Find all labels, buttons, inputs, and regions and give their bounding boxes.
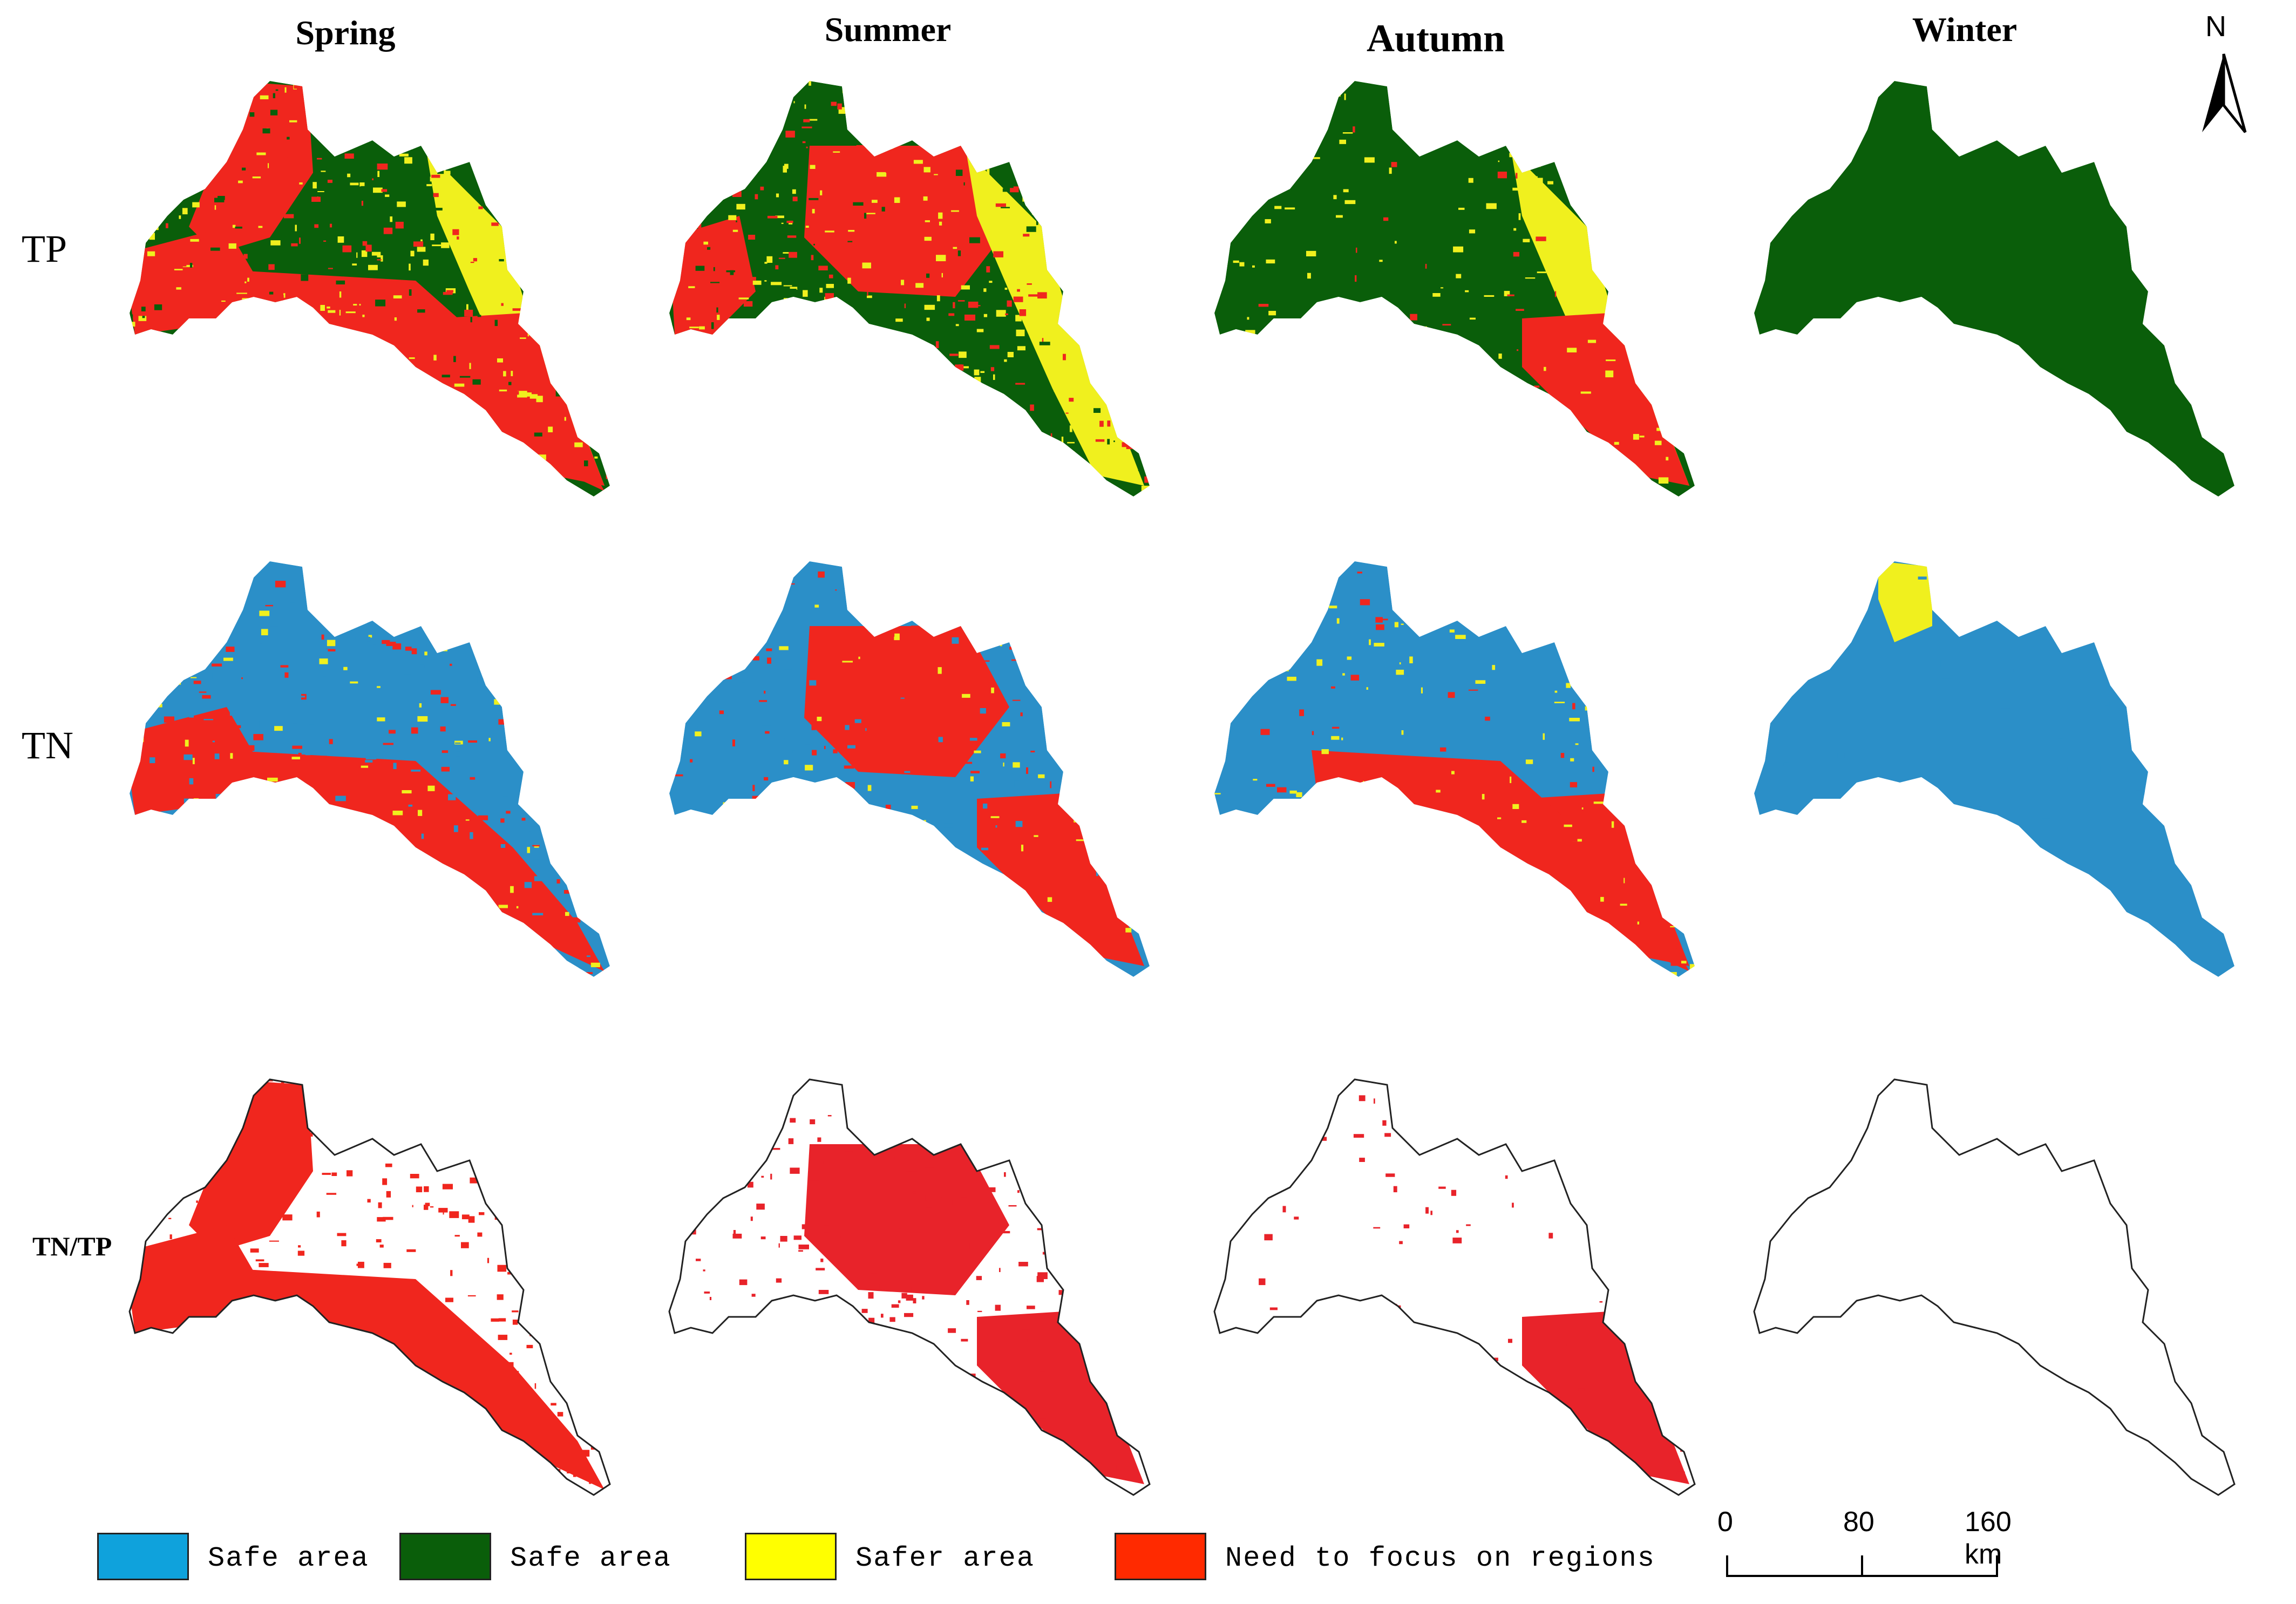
scale-bar: 0 80 160 km — [1700, 1506, 2012, 1587]
map-fill — [669, 561, 1150, 977]
map-fill — [1214, 1079, 1695, 1495]
map-zone-southeast — [1522, 313, 1689, 486]
map-tn-tp-winter — [1753, 1078, 2236, 1496]
basin-outline — [668, 1078, 1151, 1496]
map-tn-autumn — [1214, 561, 1695, 977]
row-label-tp: TP — [22, 227, 67, 270]
legend-swatch-red — [1115, 1533, 1206, 1580]
map-tn-tp-autumn — [1213, 1078, 1696, 1496]
map-tp-autumn — [1214, 81, 1695, 497]
north-arrow-icon — [2202, 53, 2247, 133]
map-tn-summer — [669, 561, 1150, 977]
map-fill — [669, 81, 1150, 497]
map-zone-center — [804, 626, 1009, 777]
legend-label: Safe area — [208, 1542, 369, 1574]
legend-swatch-blue — [97, 1533, 189, 1580]
map-tn-winter — [1754, 561, 2234, 977]
map-fill — [1214, 81, 1695, 497]
row-label-tn: TN — [22, 724, 73, 767]
map-zone-southeast — [977, 793, 1144, 966]
map-fill — [130, 561, 610, 977]
map-zone-east — [966, 151, 1144, 486]
column-title-winter: Winter — [1912, 10, 2018, 49]
column-title-spring: Spring — [295, 13, 396, 52]
map-fill — [1754, 1079, 2234, 1495]
legend-swatch-green — [399, 1533, 491, 1580]
map-zone-southeast — [437, 313, 604, 486]
scale-bar-line — [1726, 1555, 1998, 1577]
legend-label: Safe area — [510, 1542, 671, 1574]
map-tn-spring — [130, 561, 610, 977]
map-zone-westEdge — [669, 216, 756, 335]
map-fill — [1754, 561, 2234, 977]
map-zone-southeast — [1522, 1311, 1689, 1484]
map-tp-summer — [669, 81, 1150, 497]
legend-label: Need to focus on regions — [1225, 1542, 1655, 1574]
map-zone-center — [804, 146, 1009, 297]
map-fill — [1754, 81, 2234, 497]
column-title-summer: Summer — [824, 10, 952, 49]
legend-swatch-yellow — [745, 1533, 837, 1580]
map-tn-tp-summer — [668, 1078, 1151, 1496]
scale-tick-0: 0 — [1717, 1506, 1733, 1538]
map-zone-southeast — [977, 1311, 1144, 1484]
map-tn-tp-spring — [128, 1078, 611, 1496]
scale-tick-160: 160 km — [1965, 1506, 2012, 1570]
map-tp-spring — [130, 81, 610, 497]
map-zone-center — [804, 1144, 1009, 1295]
map-tp-winter — [1754, 81, 2234, 497]
map-fill — [1214, 561, 1695, 977]
map-zone-nwtop — [1878, 561, 1932, 642]
basin-outline — [128, 1078, 611, 1496]
column-title-autumn: Autumn — [1366, 17, 1505, 60]
row-label-tn-tp: TN/TP — [32, 1231, 112, 1261]
basin-outline — [1213, 1078, 1696, 1496]
north-label: N — [2205, 10, 2226, 43]
legend-label: Safer area — [855, 1542, 1035, 1574]
basin-outline — [1753, 1078, 2236, 1496]
scale-tick-80: 80 — [1843, 1506, 1874, 1538]
map-fill — [130, 81, 610, 497]
